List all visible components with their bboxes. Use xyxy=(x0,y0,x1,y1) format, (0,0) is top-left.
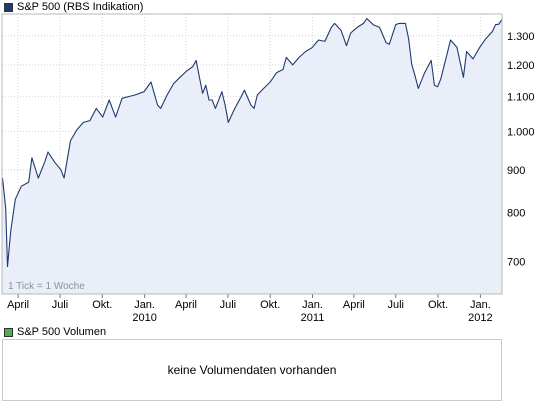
y-tick-label: 800 xyxy=(507,208,525,220)
x-tick-label: Okt. xyxy=(92,299,112,311)
y-tick-label: 900 xyxy=(507,165,525,177)
y-tick-label: 1.200 xyxy=(507,60,535,72)
volume-panel: keine Volumendaten vorhanden xyxy=(2,339,502,401)
y-tick-label: 1.300 xyxy=(507,31,535,43)
x-tick-label: Jan. xyxy=(302,299,323,311)
plot-frame xyxy=(1,13,503,295)
x-year-label: 2011 xyxy=(301,312,325,324)
x-tick-label: Jan. xyxy=(134,299,155,311)
x-tick-label: Juli xyxy=(220,299,237,311)
price-legend-swatch xyxy=(4,2,13,12)
x-tick-label: Jan. xyxy=(470,299,491,311)
volume-empty-message: keine Volumendaten vorhanden xyxy=(167,363,337,377)
price-legend-label: S&P 500 (RBS Indikation) xyxy=(17,1,144,13)
x-tick-label: April xyxy=(175,299,197,311)
x-tick-label: Juli xyxy=(52,299,69,311)
price-chart: 700 800 900 1.000 1.100 1.200 1.300 April Juli Ok… xyxy=(1,13,535,324)
y-tick-label: 1.100 xyxy=(507,92,535,104)
volume-legend-label: S&P 500 Volumen xyxy=(17,326,107,338)
x-tick-label: Okt. xyxy=(428,299,448,311)
x-tick-label: April xyxy=(7,299,29,311)
volume-legend: S&P 500 Volumen xyxy=(4,326,106,338)
volume-legend-swatch xyxy=(4,327,13,337)
x-year-label: 2010 xyxy=(132,312,156,324)
x-tick-label: Juli xyxy=(387,299,404,311)
tick-note: 1 Tick = 1 Woche xyxy=(8,281,85,292)
y-tick-label: 700 xyxy=(507,256,525,268)
y-tick-label: 1.000 xyxy=(507,126,535,138)
x-tick-label: Okt. xyxy=(260,299,280,311)
series-area xyxy=(2,18,502,294)
x-year-label: 2012 xyxy=(468,312,492,324)
x-tick-label: April xyxy=(343,299,365,311)
price-legend: S&P 500 (RBS Indikation) xyxy=(4,1,143,13)
series-line xyxy=(1,17,503,268)
